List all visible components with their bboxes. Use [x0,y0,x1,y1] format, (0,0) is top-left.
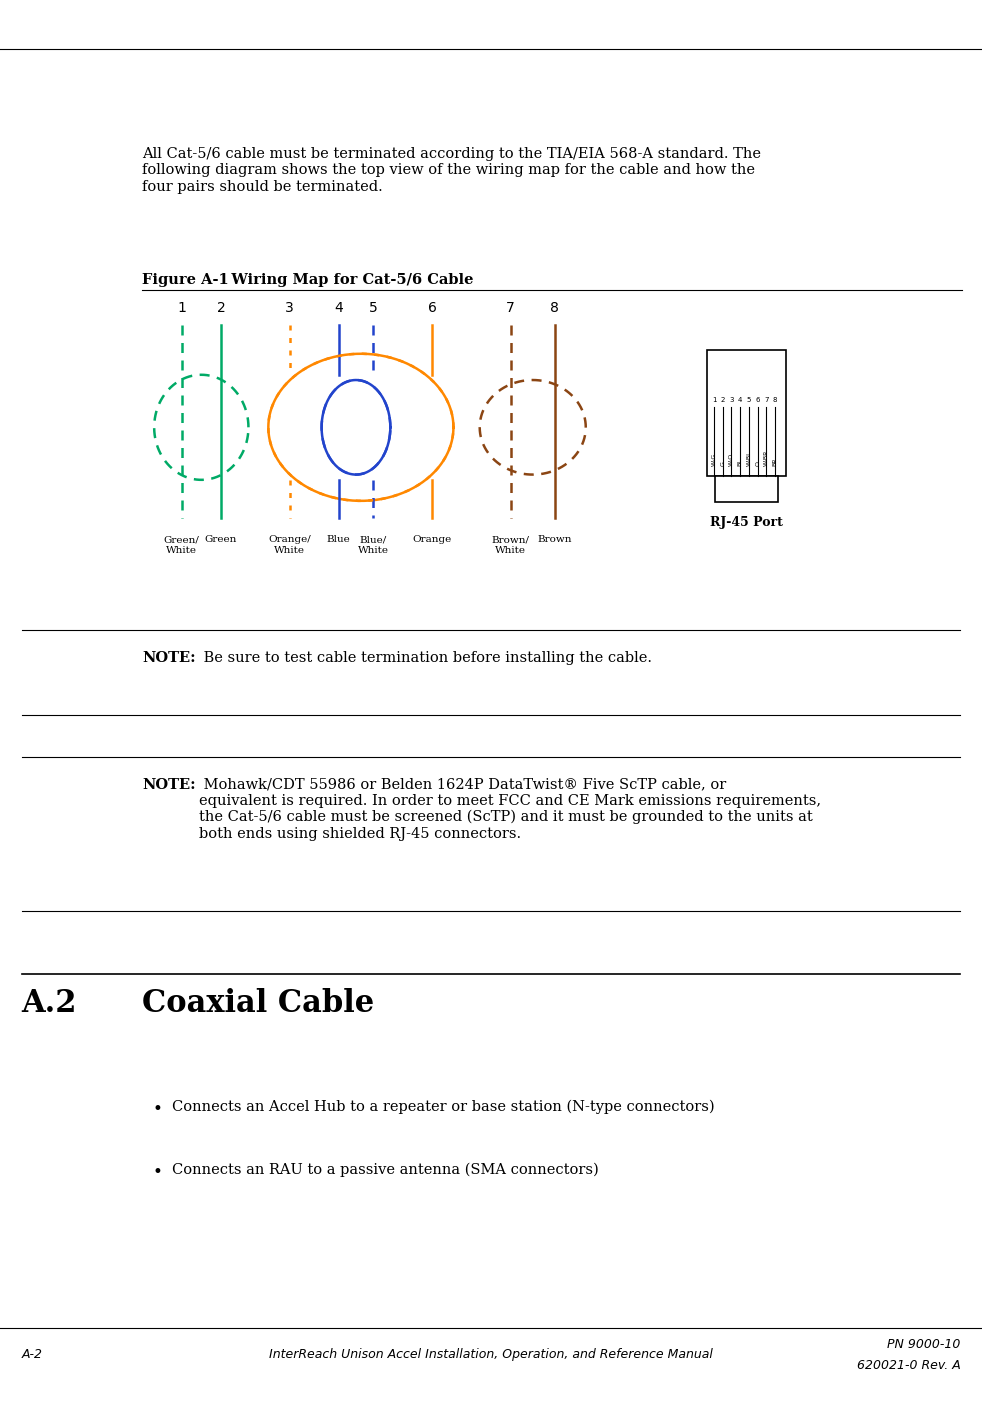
Text: 4: 4 [335,301,343,315]
Text: 4: 4 [738,398,742,403]
Text: Orange/
White: Orange/ White [268,535,311,555]
Text: Blue/
White: Blue/ White [357,535,389,555]
Text: W-O: W-O [729,453,734,467]
Text: 3: 3 [286,301,294,315]
Text: Mohawk/CDT 55986 or Belden 1624P DataTwist® Five ScTP cable, or
equivalent is re: Mohawk/CDT 55986 or Belden 1624P DataTwi… [199,778,822,841]
Text: BL: BL [737,458,742,467]
Text: All Cat-5/6 cable must be terminated according to the TIA/EIA 568-A standard. Th: All Cat-5/6 cable must be terminated acc… [142,147,761,193]
Text: NOTE:: NOTE: [142,778,196,792]
Text: PN 9000-10: PN 9000-10 [887,1338,960,1352]
Text: •: • [152,1100,162,1118]
Text: W-BR: W-BR [764,450,769,467]
Text: 6: 6 [427,301,437,315]
Text: 1: 1 [712,398,716,403]
Text: 7: 7 [507,301,515,315]
Text: 8: 8 [773,398,778,403]
Text: A-2: A-2 [22,1348,42,1362]
Text: Green/
White: Green/ White [164,535,199,555]
Text: •: • [152,1163,162,1181]
Text: G: G [720,461,726,467]
Text: Connects an RAU to a passive antenna (SMA connectors): Connects an RAU to a passive antenna (SM… [172,1163,599,1177]
Text: Orange: Orange [412,535,452,544]
Text: Brown: Brown [537,535,573,544]
Text: Blue: Blue [327,535,351,544]
Text: Figure A-1: Figure A-1 [142,273,229,287]
Text: W-BL: W-BL [746,451,751,467]
Text: NOTE:: NOTE: [142,651,196,665]
Text: Connects an Accel Hub to a repeater or base station (N-type connectors): Connects an Accel Hub to a repeater or b… [172,1100,715,1114]
Text: Green: Green [205,535,237,544]
Text: 2: 2 [217,301,225,315]
Text: 5: 5 [746,398,751,403]
Text: BR: BR [773,458,778,467]
Text: 2: 2 [721,398,725,403]
Text: W-G: W-G [712,453,717,467]
Text: 5: 5 [369,301,377,315]
Text: 620021-0 Rev. A: 620021-0 Rev. A [856,1359,960,1373]
Text: 6: 6 [755,398,760,403]
Bar [715,476,778,502]
Text: 1: 1 [177,301,187,315]
Text: InterReach Unison Accel Installation, Operation, and Reference Manual: InterReach Unison Accel Installation, Op… [269,1348,713,1362]
Text: A.2: A.2 [22,988,78,1019]
Text: Coaxial Cable: Coaxial Cable [142,988,375,1019]
Text: Brown/
White: Brown/ White [492,535,529,555]
Text: O: O [755,461,760,467]
Text: Wiring Map for Cat-5/6 Cable: Wiring Map for Cat-5/6 Cable [216,273,473,287]
Text: Be sure to test cable termination before installing the cable.: Be sure to test cable termination before… [199,651,652,665]
Text: 7: 7 [764,398,769,403]
Text: 8: 8 [550,301,560,315]
Text: 3: 3 [730,398,734,403]
Bar [707,350,786,476]
Text: RJ-45 Port: RJ-45 Port [710,516,783,528]
